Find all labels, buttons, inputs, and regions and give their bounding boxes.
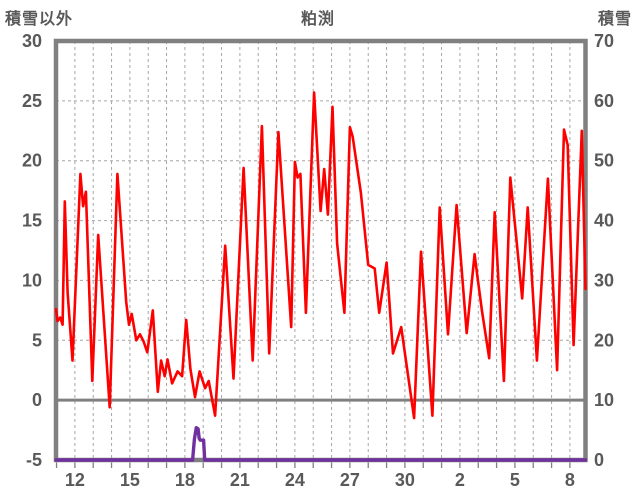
right-axis-tick-label: 60 xyxy=(594,91,614,111)
chart-title: 粕渕 xyxy=(300,11,336,28)
left-axis-tick-label: 25 xyxy=(22,91,42,111)
right-axis-tick-label: 40 xyxy=(594,211,614,231)
right-axis-title: 積雪 xyxy=(597,11,632,28)
left-axis-tick-label: 10 xyxy=(22,270,42,290)
right-axis-tick-label: 30 xyxy=(594,270,614,290)
plot-border xyxy=(53,38,588,463)
left-axis-tick-label: 30 xyxy=(22,31,42,51)
x-axis-tick-label: 15 xyxy=(120,470,140,490)
x-axis-tick-label: 12 xyxy=(65,470,85,490)
x-axis-tick-label: 5 xyxy=(510,470,520,490)
left-axis-tick-label: 0 xyxy=(32,390,42,410)
x-axis-tick-label: 8 xyxy=(565,470,575,490)
left-axis-tick-label: 15 xyxy=(22,211,42,231)
x-axis-tick-label: 18 xyxy=(175,470,195,490)
right-axis-tick-label: 20 xyxy=(594,330,614,350)
left-axis-tick-label: 20 xyxy=(22,151,42,171)
snow-depth-line xyxy=(54,426,588,462)
right-axis-tick-label: 0 xyxy=(594,450,604,470)
left-axis-tick-label: -5 xyxy=(26,450,42,470)
temperature-line xyxy=(54,91,587,420)
right-axis-tick-label: 10 xyxy=(594,390,614,410)
x-axis-tick-label: 27 xyxy=(340,470,360,490)
x-axis-tick-label: 30 xyxy=(395,470,415,490)
right-axis-tick-label: 50 xyxy=(594,151,614,171)
x-axis-tick-label: 21 xyxy=(230,470,250,490)
right-axis-tick-label: 70 xyxy=(594,31,614,51)
left-axis-tick-label: 5 xyxy=(32,330,42,350)
x-axis-tick-label: 2 xyxy=(455,470,465,490)
left-axis-title: 積雪以外 xyxy=(5,11,74,28)
x-axis-tick-label: 24 xyxy=(285,470,305,490)
